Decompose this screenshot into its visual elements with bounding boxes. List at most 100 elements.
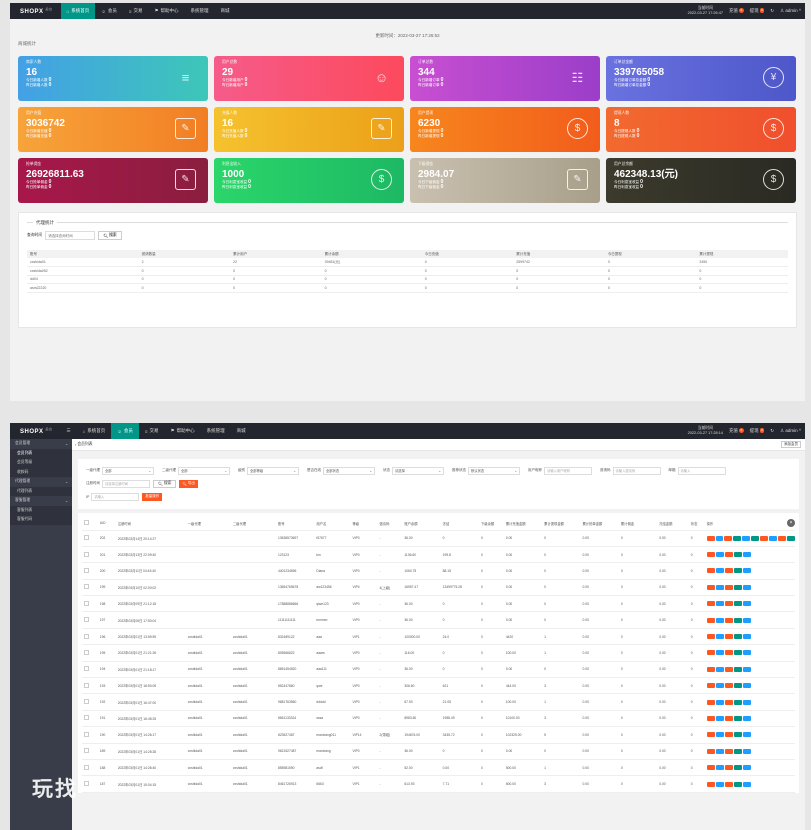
action-button[interactable] (742, 715, 751, 721)
action-button[interactable] (706, 732, 715, 738)
action-button[interactable] (724, 732, 733, 738)
action-button[interactable] (787, 535, 795, 541)
action-button[interactable] (778, 535, 786, 541)
action-button[interactable] (706, 781, 715, 787)
checkbox[interactable] (84, 731, 89, 737)
action-button[interactable] (715, 748, 724, 754)
checkbox[interactable] (84, 748, 89, 754)
row-checkbox-cell[interactable] (82, 661, 98, 679)
reg-time-input[interactable]: 请选择注册时间 (102, 479, 150, 488)
action-button[interactable] (733, 650, 742, 656)
sidebar-item[interactable]: 会员等级 (10, 458, 72, 468)
batch-button[interactable]: 批量操作 (142, 492, 163, 501)
withdraw-notice-2[interactable]: 提现 0 (749, 428, 765, 433)
select-all-checkbox[interactable] (82, 517, 98, 531)
checkbox[interactable] (84, 600, 89, 606)
export-button[interactable]: 🔍︎ 导出 (179, 479, 198, 488)
checkbox[interactable] (84, 699, 89, 705)
action-button[interactable] (760, 535, 769, 541)
sidebar-item[interactable]: 客服列表 (10, 505, 72, 515)
filter-select[interactable]: 全部 ⌄ (102, 466, 154, 475)
action-button[interactable] (724, 552, 733, 558)
filter-select[interactable]: 请选择 ⌄ (392, 466, 444, 475)
admin-menu-2[interactable]: ♙ admin ^ (780, 428, 801, 433)
row-checkbox-cell[interactable] (82, 759, 98, 777)
checkbox[interactable] (84, 633, 89, 639)
action-button[interactable] (724, 781, 733, 787)
action-button[interactable] (733, 568, 742, 574)
action-button[interactable] (724, 584, 733, 590)
menu-toggle-icon[interactable]: ☰ (66, 428, 71, 433)
filter-select[interactable]: 全部等级 ⌄ (247, 466, 299, 475)
action-button[interactable] (706, 634, 715, 640)
action-button[interactable] (715, 650, 724, 656)
add-member-button[interactable]: 添加会员 (781, 441, 801, 448)
action-button[interactable] (733, 765, 742, 771)
checkbox[interactable] (84, 715, 89, 721)
action-button[interactable] (733, 699, 742, 705)
nav-item-0[interactable]: ⌂ 系统首页 (60, 3, 96, 19)
refresh-icon[interactable]: ↻ (770, 428, 775, 433)
action-button[interactable] (715, 601, 724, 607)
action-button[interactable] (724, 748, 733, 754)
nav-item-4[interactable]: 系统管理 (185, 3, 215, 19)
row-checkbox-cell[interactable] (82, 710, 98, 728)
query-time-input[interactable] (45, 231, 96, 240)
action-button[interactable] (733, 732, 742, 738)
action-button[interactable] (724, 699, 733, 705)
action-button[interactable] (751, 535, 760, 541)
nav2-item-0[interactable]: ⌂ 系统首页 (77, 423, 112, 439)
action-button[interactable] (706, 666, 715, 672)
filter-input[interactable]: 请输入 (677, 466, 726, 475)
admin-menu[interactable]: ♙ admin ^ (780, 8, 801, 13)
close-icon[interactable]: × (787, 519, 795, 527)
recharge-notice[interactable]: 充值 0 (728, 8, 744, 13)
nav-item-3[interactable]: ⚑ 帮助中心 (149, 3, 185, 19)
action-button[interactable] (742, 601, 751, 607)
action-button[interactable] (724, 765, 733, 771)
nav-item-5[interactable]: 商城 (215, 3, 236, 19)
action-button[interactable] (706, 535, 715, 541)
action-button[interactable] (742, 650, 751, 656)
action-button[interactable] (769, 535, 778, 541)
row-checkbox-cell[interactable] (82, 579, 98, 597)
action-button[interactable] (733, 535, 742, 541)
filter-select[interactable]: 全部 ⌄ (178, 466, 230, 475)
sidebar-item[interactable]: 代理列表 (10, 486, 72, 496)
search-button[interactable]: 🔍︎ 搜索 (98, 231, 122, 240)
checkbox[interactable] (84, 649, 89, 655)
checkbox[interactable] (84, 551, 89, 557)
action-button[interactable] (742, 568, 751, 574)
action-button[interactable] (742, 781, 751, 787)
action-button[interactable] (706, 601, 715, 607)
checkbox[interactable] (84, 781, 89, 787)
action-button[interactable] (724, 634, 733, 640)
action-button[interactable] (733, 715, 742, 721)
action-button[interactable] (715, 699, 724, 705)
nav2-item-4[interactable]: 系统管理 (201, 423, 231, 439)
row-checkbox-cell[interactable] (82, 562, 98, 580)
action-button[interactable] (706, 748, 715, 754)
row-checkbox-cell[interactable] (82, 792, 98, 793)
nav2-item-1[interactable]: ☺ 会员 (111, 423, 139, 439)
filter-input[interactable]: 请输入用户昵称 (544, 466, 592, 475)
action-button[interactable] (715, 535, 724, 541)
sidebar-item[interactable]: 客服代码 (10, 515, 72, 525)
sidebar-item[interactable]: 会员管理 ⌄ (10, 439, 72, 449)
nav2-item-2[interactable]: ≡ 交易 (139, 423, 165, 439)
action-button[interactable] (742, 683, 751, 689)
action-button[interactable] (715, 634, 724, 640)
row-checkbox-cell[interactable] (82, 595, 98, 613)
row-checkbox-cell[interactable] (82, 677, 98, 695)
row-checkbox-cell[interactable] (82, 530, 98, 547)
row-checkbox-cell[interactable] (82, 693, 98, 711)
row-checkbox-cell[interactable] (82, 546, 98, 564)
action-button[interactable] (706, 617, 715, 623)
action-button[interactable] (715, 781, 724, 787)
nav2-item-3[interactable]: ⚑ 帮助中心 (165, 423, 201, 439)
action-button[interactable] (706, 650, 715, 656)
nav2-item-5[interactable]: 商城 (231, 423, 252, 439)
row-checkbox-cell[interactable] (82, 611, 98, 629)
nav-item-1[interactable]: ☺ 会员 (95, 3, 123, 19)
withdraw-notice[interactable]: 提现 0 (749, 8, 765, 13)
